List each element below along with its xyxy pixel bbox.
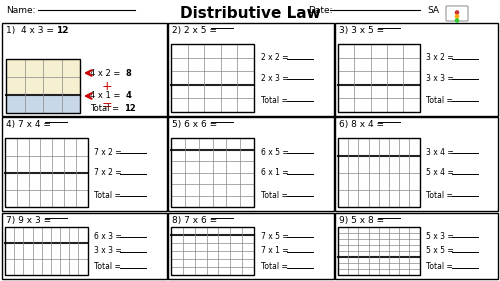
Text: 9) 5 x 8 =: 9) 5 x 8 = xyxy=(339,216,387,225)
Text: +: + xyxy=(102,80,113,93)
Bar xyxy=(6,59,80,95)
Text: 3) 3 x 5 =: 3) 3 x 5 = xyxy=(339,26,387,35)
Text: Total =: Total = xyxy=(94,191,124,200)
FancyBboxPatch shape xyxy=(446,6,468,21)
Bar xyxy=(338,44,419,112)
Text: Date:: Date: xyxy=(308,6,332,15)
Text: 7 x 5 =: 7 x 5 = xyxy=(261,232,291,241)
Bar xyxy=(2,23,167,116)
Text: 12: 12 xyxy=(56,26,68,35)
Text: 7) 9 x 3 =: 7) 9 x 3 = xyxy=(6,216,54,225)
Text: 8: 8 xyxy=(126,69,132,78)
Text: Name:: Name: xyxy=(6,6,36,15)
Circle shape xyxy=(456,15,458,18)
Text: =: = xyxy=(102,99,113,112)
Text: 7 x 2 =: 7 x 2 = xyxy=(94,148,124,157)
Text: 6 x 5 =: 6 x 5 = xyxy=(261,148,291,157)
Text: SA: SA xyxy=(427,6,439,15)
Text: 1)  4 x 3 =: 1) 4 x 3 = xyxy=(6,26,57,35)
Text: Total =: Total = xyxy=(94,262,124,271)
Text: 6) 8 x 4 =: 6) 8 x 4 = xyxy=(339,120,387,129)
Text: Total =: Total = xyxy=(426,262,456,271)
Text: 6 x 3 =: 6 x 3 = xyxy=(94,232,124,241)
Text: 2) 2 x 5 =: 2) 2 x 5 = xyxy=(172,26,220,35)
Text: 6 x 1 =: 6 x 1 = xyxy=(261,168,291,177)
Text: Total =: Total = xyxy=(90,104,122,113)
Bar xyxy=(338,138,419,207)
Bar xyxy=(2,117,167,211)
Text: 2 x 3 =: 2 x 3 = xyxy=(261,74,291,83)
Text: 3 x 4 =: 3 x 4 = xyxy=(426,148,456,157)
Text: 5 x 5 =: 5 x 5 = xyxy=(426,246,456,255)
Text: 12: 12 xyxy=(124,104,136,113)
Bar xyxy=(5,227,87,275)
Text: 8) 7 x 6 =: 8) 7 x 6 = xyxy=(172,216,220,225)
Bar xyxy=(168,213,334,279)
Text: Total =: Total = xyxy=(261,96,290,105)
Text: 5 x 4 =: 5 x 4 = xyxy=(426,168,456,177)
Bar xyxy=(6,59,80,113)
Text: Total =: Total = xyxy=(261,191,290,200)
Text: 3 x 3 =: 3 x 3 = xyxy=(94,246,124,255)
Text: 5 x 3 =: 5 x 3 = xyxy=(426,232,456,241)
Circle shape xyxy=(456,19,458,22)
Bar xyxy=(335,117,498,211)
Bar xyxy=(168,117,334,211)
Text: 7 x 2 =: 7 x 2 = xyxy=(94,168,124,177)
Text: Total =: Total = xyxy=(261,262,290,271)
Text: 4 x 2 =: 4 x 2 = xyxy=(90,69,123,78)
Bar xyxy=(338,227,419,275)
Bar xyxy=(6,95,80,113)
Bar xyxy=(171,227,254,275)
Bar xyxy=(2,213,167,279)
Bar xyxy=(168,23,334,116)
Text: 7 x 1 =: 7 x 1 = xyxy=(261,246,291,255)
Text: Total =: Total = xyxy=(426,191,456,200)
Circle shape xyxy=(456,11,458,14)
Text: 5) 6 x 6 =: 5) 6 x 6 = xyxy=(172,120,220,129)
Bar xyxy=(171,138,254,207)
Bar xyxy=(335,213,498,279)
Text: Total =: Total = xyxy=(426,96,456,105)
Text: 3 x 2 =: 3 x 2 = xyxy=(426,53,456,62)
Text: 4 x 1 =: 4 x 1 = xyxy=(90,92,123,101)
Text: 3 x 3 =: 3 x 3 = xyxy=(426,74,456,83)
Text: 4) 7 x 4 =: 4) 7 x 4 = xyxy=(6,120,54,129)
Text: Distributive Law: Distributive Law xyxy=(180,6,320,21)
Bar xyxy=(335,23,498,116)
Text: 4: 4 xyxy=(126,92,132,101)
Text: 2 x 2 =: 2 x 2 = xyxy=(261,53,291,62)
Bar xyxy=(171,44,254,112)
Bar xyxy=(5,138,87,207)
